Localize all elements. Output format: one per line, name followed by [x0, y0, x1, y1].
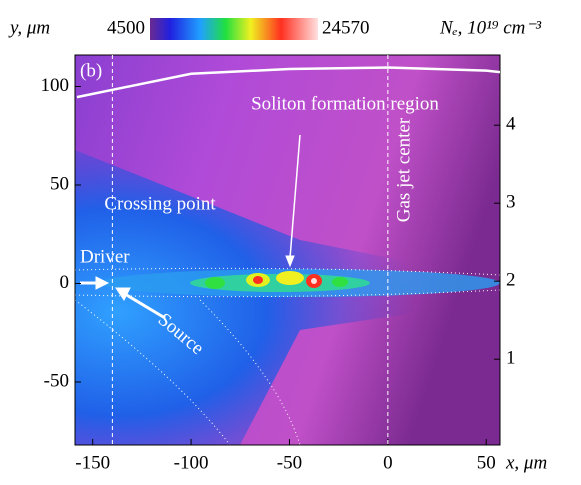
annotation: Soliton formation region — [251, 93, 439, 114]
annotation: Driver — [80, 246, 130, 267]
y-label: y, μm — [8, 17, 50, 38]
panel-label: (b) — [80, 60, 102, 81]
plot-frame — [74, 54, 501, 446]
y2-tick-label: 3 — [506, 192, 516, 213]
x-tick-label: 50 — [477, 452, 496, 473]
colorbar — [150, 18, 318, 40]
y-tick-label: -50 — [44, 370, 69, 391]
y2-label: Nₑ, 10¹⁹ cm⁻³ — [439, 17, 541, 38]
data-line — [76, 66, 500, 99]
annotation: Gas jet center — [393, 117, 414, 222]
y2-tick-label: 1 — [506, 348, 516, 369]
y2-tick-label: 2 — [506, 270, 516, 291]
arrows — [80, 134, 301, 320]
y2-tick-label: 4 — [506, 114, 516, 135]
y-tick-label: 50 — [50, 173, 69, 194]
annotation: Crossing point — [104, 193, 216, 214]
x-tick-label: -100 — [174, 452, 209, 473]
heatmap — [75, 55, 500, 445]
x-tick-label: -150 — [75, 452, 110, 473]
y-tick-label: 100 — [41, 75, 70, 96]
x-label: x, μm — [505, 452, 547, 473]
x-tick-label: 0 — [383, 452, 393, 473]
colorbar-min: 4500 — [107, 17, 145, 38]
colorbar-max: 24570 — [322, 17, 370, 38]
x-tick-label: -50 — [277, 452, 302, 473]
y-tick-label: 0 — [60, 272, 70, 293]
